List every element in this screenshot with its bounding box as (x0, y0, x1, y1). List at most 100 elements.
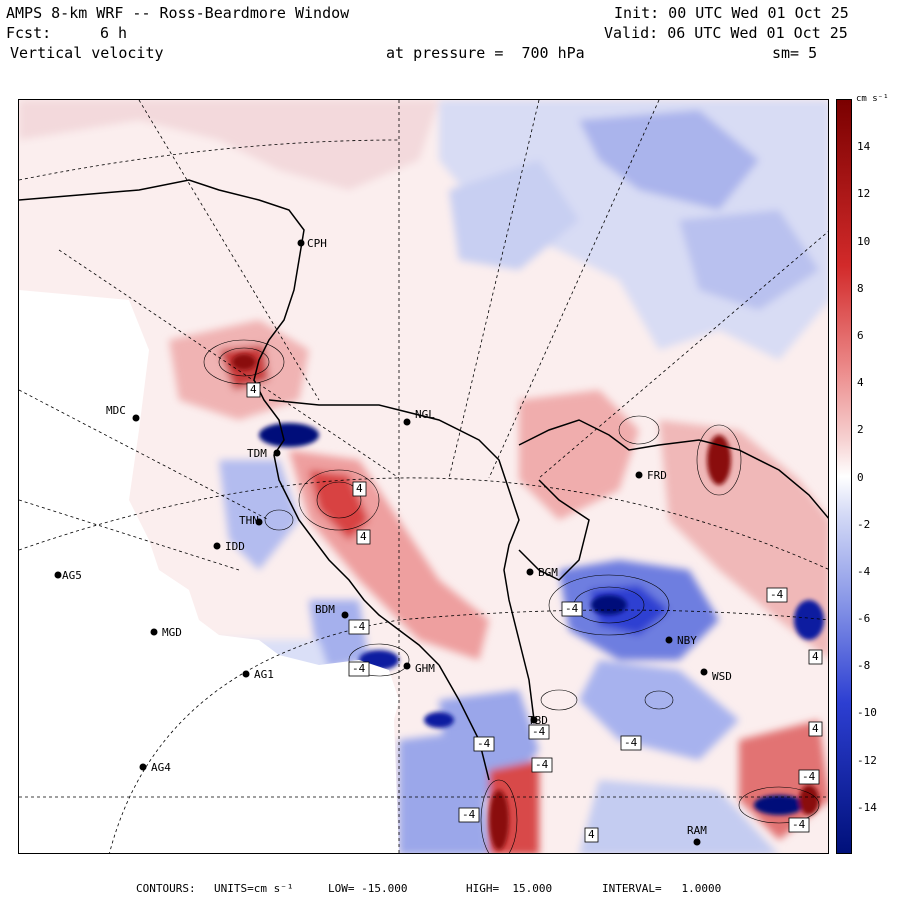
contour-label: -4 (620, 735, 642, 751)
vertical-velocity-map: CPH MDC NGL FRD IDD AG5 BGM BDM MGD NBY AG1 WSD AG4 R… (19, 100, 828, 853)
station-marker (341, 611, 349, 619)
station-marker (700, 668, 708, 676)
station-marker (297, 239, 305, 247)
station-marker (242, 670, 250, 678)
contour-label-box (356, 529, 371, 545)
colorbar-tick: 0 (857, 470, 864, 484)
contour-label-text: -4 (770, 588, 784, 601)
station-wsd: WSD (700, 668, 732, 683)
station-label: BGM (538, 566, 558, 579)
colorbar-tick: -4 (857, 564, 871, 578)
station-marker (526, 568, 534, 576)
contour-label-text: -4 (624, 736, 638, 749)
contour-label: -4 (766, 587, 788, 603)
footer-high: HIGH= 15.000 (466, 882, 553, 895)
contour-label-text: -4 (477, 737, 491, 750)
contour-label-text: 4 (250, 383, 257, 396)
contour-label-box (348, 619, 370, 635)
station-ag4: AG4 (139, 761, 171, 774)
colorbar (836, 99, 852, 854)
contour-label: 4 (808, 649, 823, 665)
colorbar-tick: -2 (857, 517, 871, 531)
contour-label-box (458, 807, 480, 823)
contour-label-text: -4 (532, 725, 546, 738)
footer-low: LOW= -15.000 (328, 882, 408, 895)
contour-label-text: 4 (812, 722, 819, 735)
station-marker (150, 628, 158, 636)
colorbar-tick: 14 (857, 140, 871, 154)
station-label: FRD (647, 469, 667, 482)
contour-label-text: -4 (352, 620, 366, 633)
station-marker (54, 571, 62, 579)
colorbar-tick: 4 (857, 376, 864, 390)
station-label: AG4 (151, 761, 171, 774)
contour-label-text: 4 (356, 482, 363, 495)
contour-label-text: -4 (352, 662, 366, 675)
station-label: WSD (712, 670, 732, 683)
contour-label-box (561, 601, 583, 617)
station-nby: NBY (665, 634, 697, 647)
station-cph: CPH (297, 237, 327, 250)
contour-label-text: 4 (360, 530, 367, 543)
station-ram: RAM (687, 824, 707, 846)
contour-label-box (766, 587, 788, 603)
contour-label: -4 (458, 807, 480, 823)
contour-label: 4 (356, 529, 371, 545)
contour-label: -4 (788, 817, 810, 833)
velocity-field (19, 100, 828, 853)
station-mgd: MGD (150, 626, 182, 639)
station-mdc: MDC (106, 404, 140, 422)
station-label: GHM (415, 662, 435, 675)
station-marker (273, 449, 281, 457)
station-thn: THN (239, 514, 263, 527)
colorbar-unit: cm s⁻¹ (856, 94, 889, 104)
colorbar-tick: 2 (857, 423, 864, 437)
contour-label-box (352, 481, 367, 497)
pressure-level: at pressure = 700 hPa (386, 44, 585, 62)
forecast-hour: 6 h (100, 24, 128, 42)
station-label: NBY (677, 634, 697, 647)
smoothing-value: sm= 5 (772, 44, 818, 62)
colorbar-tick: -14 (857, 800, 877, 814)
colorbar-tick: 10 (857, 234, 871, 248)
stations: CPH MDC NGL FRD IDD AG5 BGM BDM MGD NBY AG1 WSD AG4 R… (54, 237, 732, 846)
station-ag5: AG5 (54, 569, 82, 582)
station-label: RAM (687, 824, 707, 837)
contour-label: 4 (352, 481, 367, 497)
contour-label: 4 (808, 721, 823, 737)
map-title: AMPS 8-km WRF -- Ross-Beardmore Window (6, 4, 350, 22)
station-marker (693, 838, 701, 846)
station-label: CPH (307, 237, 327, 250)
contour-label-box (808, 649, 823, 665)
contour-label-box (473, 736, 495, 752)
contour-label-text: 4 (812, 650, 819, 663)
station-ghm: GHM (403, 662, 435, 675)
contour-label-box (531, 757, 553, 773)
station-label: TBD (528, 714, 548, 727)
contour-label: -4 (348, 619, 370, 635)
station-label: AG5 (62, 569, 82, 582)
contour-label-text: -4 (802, 770, 816, 783)
contour-label-text: -4 (565, 602, 579, 615)
contour-label-box (348, 661, 370, 677)
contour-value-labels: 4 4 -4 4 -4 -4 -4 -4 -4 -4 -4 -4 4 4 -4 -4 4 (246, 382, 823, 843)
station-marker (403, 662, 411, 670)
colorbar-tick: -6 (857, 612, 871, 626)
station-ag1: AG1 (242, 668, 274, 681)
contour-label-text: -4 (462, 808, 476, 821)
contour-label: -4 (528, 724, 550, 740)
colorbar-tick: 6 (857, 328, 864, 342)
station-marker (213, 542, 221, 550)
station-idd: IDD (213, 540, 245, 553)
contour-label-text: -4 (792, 818, 806, 831)
contour-label-box (584, 827, 599, 843)
station-tdm: TDM (247, 447, 281, 460)
colorbar-tick: -8 (857, 659, 871, 673)
station-label: IDD (225, 540, 245, 553)
footer-units: UNITS=cm s⁻¹ (214, 882, 294, 895)
station-bgm: BGM (526, 566, 558, 579)
forecast-label: Fcst: (6, 24, 52, 42)
station-frd: FRD (635, 469, 667, 482)
contour-label-box (788, 817, 810, 833)
contour-label-box (808, 721, 823, 737)
